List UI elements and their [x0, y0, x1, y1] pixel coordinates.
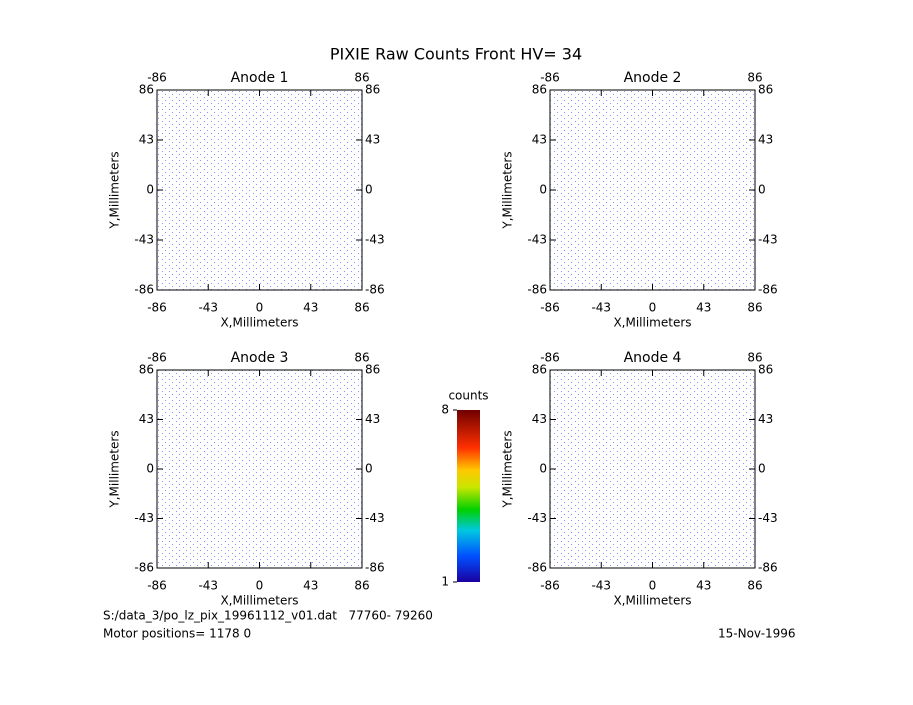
y-tick-label-right: 0 — [365, 462, 373, 476]
panel-title: Anode 4 — [624, 350, 682, 366]
x-tick-label-top: -86 — [540, 71, 560, 85]
x-axis-label: X,Millimeters — [220, 316, 298, 330]
panel-title: Anode 3 — [231, 350, 289, 366]
y-axis-label: Y,Millimeters — [501, 151, 515, 229]
y-tick-label-right: 86 — [365, 363, 380, 377]
y-tick-label-right: -43 — [758, 233, 778, 247]
x-tick-label: -86 — [147, 301, 167, 315]
file-label: S:/data_3/po_lz_pix_19961112_v01.dat 777… — [103, 609, 433, 623]
y-tick-label: 43 — [139, 133, 154, 147]
panel-title: Anode 2 — [624, 70, 682, 86]
x-tick-label: -43 — [591, 301, 611, 315]
motor-label: Motor positions= 1178 0 — [103, 627, 251, 641]
x-axis-label: X,Millimeters — [613, 316, 691, 330]
y-tick-label-right: -43 — [365, 511, 385, 525]
y-tick-label: -86 — [134, 283, 154, 297]
x-tick-label-top: -86 — [147, 71, 167, 85]
y-tick-label: 0 — [539, 462, 547, 476]
y-tick-label-right: 86 — [365, 83, 380, 97]
x-tick-label: 86 — [354, 579, 369, 593]
x-tick-label: 86 — [747, 579, 762, 593]
y-tick-label: 43 — [532, 412, 547, 426]
x-tick-label: 86 — [747, 301, 762, 315]
x-tick-label: -43 — [591, 579, 611, 593]
x-tick-label-top: 86 — [747, 351, 762, 365]
y-axis-label: Y,Millimeters — [108, 151, 122, 229]
y-tick-label-right: 86 — [758, 83, 773, 97]
y-tick-label-right: 0 — [758, 462, 766, 476]
x-tick-label-top: -86 — [147, 351, 167, 365]
x-tick-label: 0 — [649, 301, 657, 315]
y-tick-label-right: 43 — [365, 133, 380, 147]
x-tick-label: 43 — [303, 301, 318, 315]
y-tick-label: -43 — [527, 233, 547, 247]
colorbar — [457, 410, 480, 582]
plot-area — [157, 90, 362, 290]
y-tick-label: -43 — [527, 511, 547, 525]
y-axis-label: Y,Millimeters — [501, 430, 515, 508]
y-tick-label: -43 — [134, 511, 154, 525]
y-tick-label: 0 — [146, 183, 154, 197]
colorbar-tick-label: 1 — [441, 575, 449, 589]
x-axis-label: X,Millimeters — [220, 594, 298, 608]
colorbar-title: counts — [448, 389, 488, 403]
panel-title: Anode 1 — [231, 70, 289, 86]
x-tick-label: -86 — [540, 579, 560, 593]
x-tick-label-top: -86 — [540, 351, 560, 365]
y-tick-label: 86 — [139, 363, 154, 377]
x-tick-label: -86 — [540, 301, 560, 315]
date-label: 15-Nov-1996 — [718, 627, 796, 641]
x-tick-label: 0 — [256, 579, 264, 593]
x-tick-label: 43 — [696, 301, 711, 315]
x-tick-label-top: 86 — [747, 71, 762, 85]
x-tick-label: 43 — [303, 579, 318, 593]
y-tick-label-right: 86 — [758, 363, 773, 377]
y-tick-label-right: -86 — [758, 561, 778, 575]
y-tick-label-right: -43 — [758, 511, 778, 525]
x-axis-label: X,Millimeters — [613, 594, 691, 608]
y-tick-label: -86 — [527, 283, 547, 297]
y-tick-label: 43 — [532, 133, 547, 147]
x-tick-label-top: 86 — [354, 351, 369, 365]
x-tick-label: 43 — [696, 579, 711, 593]
colorbar-tick-label: 8 — [441, 403, 449, 417]
y-tick-label-right: -86 — [365, 561, 385, 575]
y-tick-label-right: -86 — [758, 283, 778, 297]
plot-area — [550, 370, 755, 568]
x-tick-label: -43 — [198, 579, 218, 593]
y-tick-label-right: -86 — [365, 283, 385, 297]
x-tick-label: 0 — [649, 579, 657, 593]
x-tick-label: -43 — [198, 301, 218, 315]
x-tick-label: 86 — [354, 301, 369, 315]
x-tick-label-top: 86 — [354, 71, 369, 85]
y-tick-label: 86 — [532, 363, 547, 377]
y-tick-label-right: 0 — [365, 183, 373, 197]
y-tick-label-right: -43 — [365, 233, 385, 247]
x-tick-label: 0 — [256, 301, 264, 315]
chart-title: PIXIE Raw Counts Front HV= 34 — [330, 45, 582, 64]
plot-area — [157, 370, 362, 568]
y-tick-label-right: 43 — [758, 133, 773, 147]
y-tick-label-right: 0 — [758, 183, 766, 197]
y-tick-label: -86 — [134, 561, 154, 575]
x-tick-label: -86 — [147, 579, 167, 593]
y-tick-label: -43 — [134, 233, 154, 247]
y-tick-label: 43 — [139, 412, 154, 426]
y-tick-label-right: 43 — [365, 412, 380, 426]
y-tick-label: 86 — [139, 83, 154, 97]
y-tick-label: 0 — [539, 183, 547, 197]
plot-area — [550, 90, 755, 290]
y-tick-label: 0 — [146, 462, 154, 476]
y-axis-label: Y,Millimeters — [108, 430, 122, 508]
y-tick-label: 86 — [532, 83, 547, 97]
y-tick-label: -86 — [527, 561, 547, 575]
y-tick-label-right: 43 — [758, 412, 773, 426]
